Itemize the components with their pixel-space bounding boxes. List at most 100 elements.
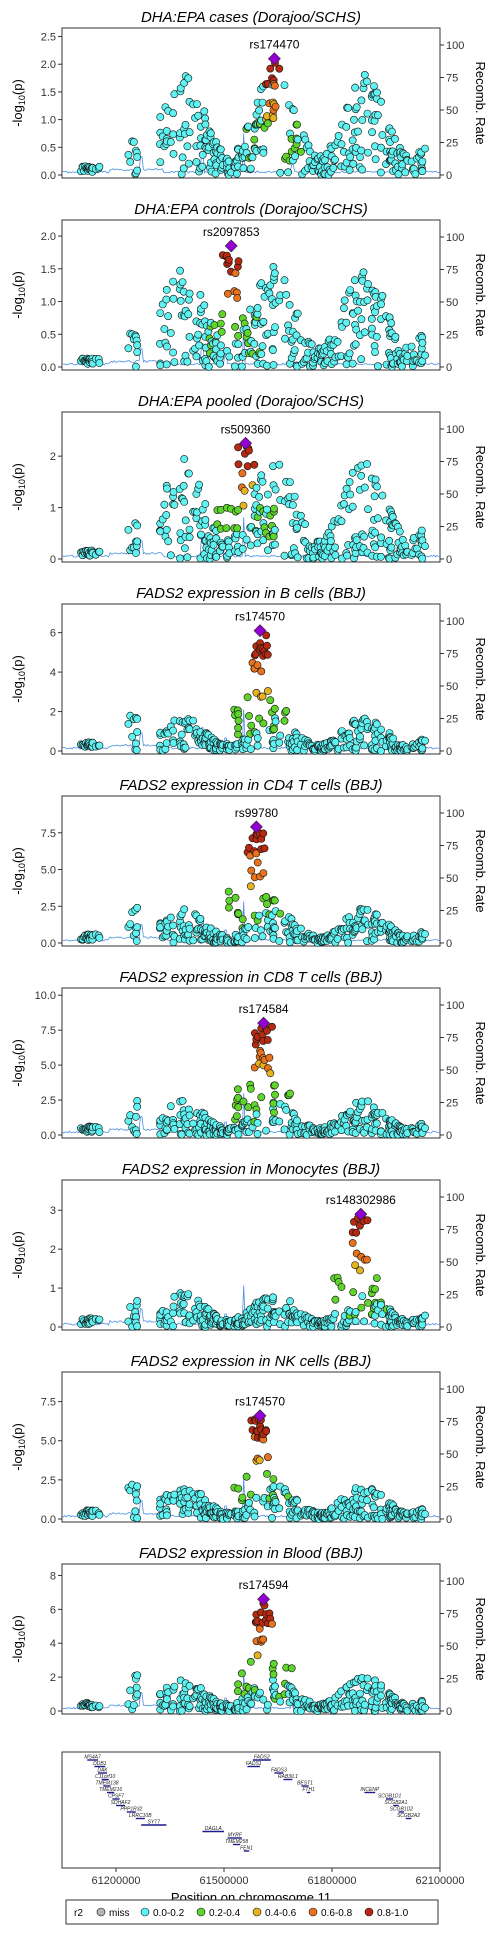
snp-point	[260, 844, 269, 853]
snp-point	[370, 82, 378, 90]
ytick-label: 2.5	[41, 901, 56, 913]
y2tick-label: 75	[446, 265, 458, 277]
snp-point	[271, 717, 280, 726]
y2tick-label: 100	[446, 424, 464, 436]
legend-swatch	[140, 1907, 150, 1917]
y2-axis-label: Recomb. Rate	[473, 1021, 488, 1104]
snp-point	[352, 103, 361, 112]
y2-axis-label: Recomb. Rate	[473, 61, 488, 144]
snp-point	[95, 933, 104, 942]
y2tick-label: 50	[446, 1449, 458, 1461]
snp-point	[259, 829, 268, 838]
snp-point	[253, 303, 262, 312]
lead-snp-label: rs99780	[235, 806, 279, 820]
snp-point	[185, 1500, 194, 1509]
snp-point	[194, 111, 203, 120]
gene-track-frame	[61, 1751, 441, 1869]
snp-point	[377, 1300, 385, 1309]
ytick-label: 2.0	[41, 231, 56, 243]
snp-point	[269, 1659, 278, 1668]
snp-point	[290, 492, 299, 501]
snp-point	[271, 540, 279, 549]
snp-point	[247, 866, 256, 875]
snp-point	[212, 553, 221, 561]
legend-title: r2	[74, 1908, 83, 1919]
y2tick-label: 25	[446, 714, 458, 726]
snp-point	[255, 492, 263, 501]
snp-point	[201, 500, 210, 508]
snp-point	[364, 1097, 372, 1106]
snp-point	[178, 153, 187, 162]
panel-5: FADS2 expression in CD4 T cells (BBJ) 0.0…	[10, 777, 488, 950]
snp-point	[243, 328, 252, 337]
snp-point	[253, 1119, 262, 1127]
snp-point	[259, 869, 268, 877]
snp-point	[370, 1319, 379, 1328]
snp-point	[259, 536, 268, 545]
snp-point	[252, 1110, 261, 1119]
snp-point	[359, 268, 368, 277]
snp-point	[166, 138, 175, 146]
snp-point	[176, 554, 184, 563]
snp-point	[418, 338, 427, 347]
snp-point	[356, 1266, 364, 1275]
snp-point	[286, 938, 294, 947]
snp-point	[166, 913, 175, 922]
snp-point	[280, 276, 289, 285]
y2tick-label: 100	[446, 616, 464, 628]
snp-point	[230, 362, 239, 371]
xtick-label: 61200000	[92, 1875, 141, 1887]
gene-label: RAB3IL1	[278, 1774, 298, 1780]
snp-points	[77, 1599, 429, 1715]
snp-point	[255, 106, 263, 115]
gene-label: DDB1	[93, 1761, 107, 1767]
snp-point	[388, 127, 396, 136]
ytick-label: 5.0	[41, 1060, 56, 1072]
ytick-label: 0.0	[41, 938, 56, 950]
snp-point	[293, 120, 301, 129]
snp-point	[334, 131, 343, 140]
snp-point	[301, 520, 309, 529]
snp-point	[238, 469, 247, 478]
snp-point	[250, 934, 259, 942]
snp-point	[253, 734, 262, 743]
y2tick-label: 0	[446, 362, 452, 374]
snp-point	[194, 330, 203, 339]
snp-point	[377, 1491, 385, 1499]
snp-point	[198, 162, 207, 171]
snp-point	[357, 471, 366, 480]
snp-point	[184, 310, 193, 319]
snp-point	[234, 1103, 243, 1112]
snp-point	[181, 516, 190, 525]
snp-point	[329, 163, 338, 172]
y2tick-label: 50	[446, 1257, 458, 1269]
snp-point	[247, 721, 256, 730]
snp-point	[371, 155, 380, 164]
plot-frame	[61, 1179, 441, 1331]
y-axis-label: -log10(p)	[10, 1039, 27, 1087]
snp-point	[162, 525, 171, 534]
snp-points	[77, 1415, 429, 1523]
y2tick-label: 50	[446, 1065, 458, 1077]
snp-point	[275, 460, 284, 469]
snp-point	[95, 547, 104, 556]
snp-point	[160, 500, 169, 509]
snp-point	[234, 340, 243, 348]
snp-point	[176, 266, 184, 275]
ytick-label: 4	[50, 1638, 56, 1650]
snp-point	[156, 361, 165, 370]
snp-point	[276, 731, 285, 740]
snp-point	[263, 119, 272, 128]
snp-point	[351, 1261, 359, 1269]
snp-point	[133, 903, 142, 912]
snp-point	[358, 116, 367, 124]
snp-point	[133, 537, 142, 546]
lead-snp-marker	[249, 820, 263, 834]
snp-point	[418, 554, 427, 563]
snp-point	[234, 909, 243, 918]
snp-point	[162, 1511, 171, 1520]
snp-point	[133, 1690, 142, 1699]
snp-point	[131, 739, 140, 748]
snp-point	[231, 893, 240, 902]
snp-point	[364, 280, 372, 288]
